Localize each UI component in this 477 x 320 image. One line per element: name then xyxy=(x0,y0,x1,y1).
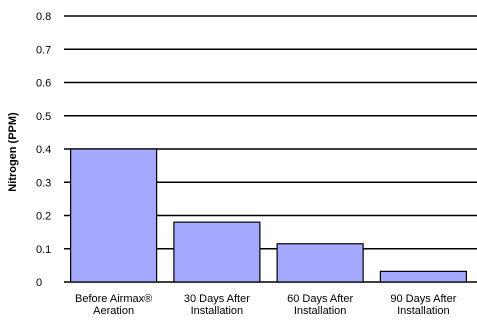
y-tick-label: 0.6 xyxy=(36,78,51,90)
y-tick-label: 0 xyxy=(36,277,42,289)
x-category-label: 30 Days After Installation xyxy=(184,293,250,317)
x-category-label: 60 Days After Installation xyxy=(287,293,353,317)
y-tick-labels: 0 0.1 0.2 0.3 0.4 0.5 0.6 0.7 0.8 xyxy=(36,11,51,289)
x-category-label-line: 60 Days After xyxy=(287,293,353,305)
y-axis-label: Nitrogen (PPM) xyxy=(7,112,19,192)
y-tick-label: 0.3 xyxy=(36,177,51,189)
x-category-label-line: Installation xyxy=(294,305,347,317)
x-category-label-line: 30 Days After xyxy=(184,293,250,305)
x-category-label: Before Airmax® Aeration xyxy=(75,293,152,317)
y-tick-label: 0.5 xyxy=(36,111,51,123)
bar xyxy=(173,221,261,283)
x-category-label-line: 90 Days After xyxy=(390,293,456,305)
x-category-label-line: Installation xyxy=(397,305,450,317)
x-category-label: 90 Days After Installation xyxy=(390,293,456,317)
x-category-label-line: Aeration xyxy=(93,305,134,317)
bar xyxy=(276,243,364,283)
bar xyxy=(70,148,158,283)
y-tick-label: 0.1 xyxy=(36,244,51,256)
x-category-label-line: Installation xyxy=(191,305,244,317)
y-tick-label: 0.8 xyxy=(36,11,51,23)
bars xyxy=(70,148,467,283)
y-tick-label: 0.4 xyxy=(36,144,51,156)
y-tick-label: 0.2 xyxy=(36,211,51,223)
y-tick-label: 0.7 xyxy=(36,44,51,56)
bar xyxy=(379,270,467,283)
x-category-label-line: Before Airmax® xyxy=(75,293,152,305)
